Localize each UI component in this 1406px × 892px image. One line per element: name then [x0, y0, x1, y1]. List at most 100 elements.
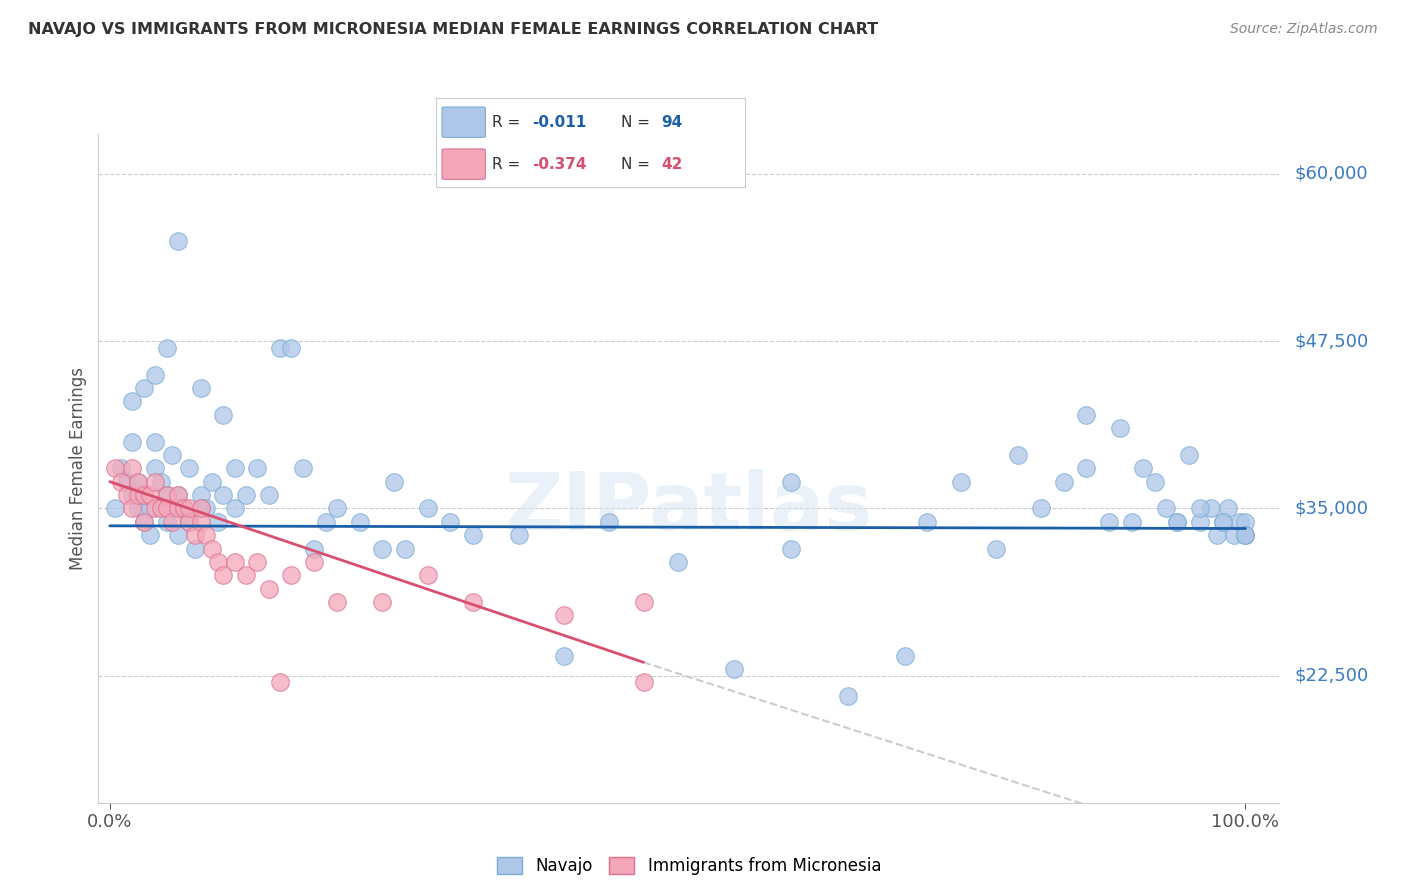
- Point: [302, 555, 325, 569]
- Point: [162, 515, 183, 529]
- Point: [598, 515, 620, 529]
- Point: [167, 488, 190, 502]
- Point: [553, 608, 575, 623]
- Point: [269, 675, 291, 690]
- Point: [224, 501, 246, 516]
- Point: [1212, 515, 1234, 529]
- Point: [257, 488, 280, 502]
- Point: [235, 488, 257, 502]
- Point: [633, 675, 655, 690]
- Point: [1234, 528, 1257, 542]
- Point: [162, 448, 183, 462]
- Point: [184, 541, 207, 556]
- Point: [115, 488, 138, 502]
- Point: [508, 528, 530, 542]
- Point: [1218, 501, 1240, 516]
- FancyBboxPatch shape: [441, 149, 485, 179]
- Point: [666, 555, 689, 569]
- Point: [917, 515, 939, 529]
- Text: NAVAJO VS IMMIGRANTS FROM MICRONESIA MEDIAN FEMALE EARNINGS CORRELATION CHART: NAVAJO VS IMMIGRANTS FROM MICRONESIA MED…: [28, 22, 879, 37]
- Point: [371, 595, 394, 609]
- Point: [224, 555, 246, 569]
- Point: [1234, 515, 1257, 529]
- Point: [1188, 501, 1211, 516]
- Point: [723, 662, 745, 676]
- Y-axis label: Median Female Earnings: Median Female Earnings: [69, 367, 87, 570]
- Point: [184, 528, 207, 542]
- Point: [224, 461, 246, 475]
- Point: [207, 515, 229, 529]
- Point: [110, 475, 132, 489]
- Point: [291, 461, 314, 475]
- Point: [143, 475, 166, 489]
- Point: [173, 501, 195, 516]
- Point: [127, 475, 149, 489]
- Point: [104, 501, 127, 516]
- Point: [179, 515, 201, 529]
- Point: [1166, 515, 1188, 529]
- Point: [780, 541, 803, 556]
- Point: [212, 488, 235, 502]
- Point: [1132, 461, 1154, 475]
- Point: [127, 501, 149, 516]
- Point: [246, 461, 269, 475]
- Point: [1029, 501, 1052, 516]
- Point: [143, 501, 166, 516]
- Text: 42: 42: [662, 157, 683, 171]
- Point: [138, 528, 160, 542]
- Point: [1212, 515, 1234, 529]
- Point: [167, 501, 190, 516]
- Point: [190, 515, 212, 529]
- Point: [207, 555, 229, 569]
- Point: [121, 488, 143, 502]
- Point: [132, 488, 155, 502]
- Point: [212, 568, 235, 582]
- Point: [1229, 515, 1251, 529]
- Point: [167, 234, 190, 248]
- Text: N =: N =: [621, 115, 655, 129]
- Point: [167, 528, 190, 542]
- Point: [132, 381, 155, 395]
- Point: [179, 461, 201, 475]
- Text: R =: R =: [492, 115, 524, 129]
- Point: [138, 488, 160, 502]
- Text: ZIPatlas: ZIPatlas: [505, 469, 873, 548]
- Point: [326, 595, 349, 609]
- Point: [1234, 528, 1257, 542]
- Point: [143, 461, 166, 475]
- Point: [179, 501, 201, 516]
- Point: [132, 515, 155, 529]
- Point: [280, 568, 302, 582]
- Point: [235, 568, 257, 582]
- Point: [382, 475, 405, 489]
- Point: [302, 541, 325, 556]
- Point: [155, 488, 177, 502]
- Point: [115, 475, 138, 489]
- Point: [326, 501, 349, 516]
- Point: [190, 501, 212, 516]
- Point: [190, 488, 212, 502]
- Text: N =: N =: [621, 157, 655, 171]
- Point: [149, 475, 172, 489]
- FancyBboxPatch shape: [441, 107, 485, 137]
- Point: [439, 515, 461, 529]
- Point: [155, 488, 177, 502]
- Legend: Navajo, Immigrants from Micronesia: Navajo, Immigrants from Micronesia: [491, 850, 887, 881]
- Point: [315, 515, 337, 529]
- Text: Source: ZipAtlas.com: Source: ZipAtlas.com: [1230, 22, 1378, 37]
- Point: [143, 368, 166, 382]
- Point: [1121, 515, 1143, 529]
- Point: [1076, 461, 1098, 475]
- Point: [780, 475, 803, 489]
- Point: [201, 475, 224, 489]
- Point: [633, 595, 655, 609]
- Point: [1206, 528, 1229, 542]
- Point: [1098, 515, 1121, 529]
- Point: [195, 501, 218, 516]
- Text: $35,000: $35,000: [1295, 500, 1369, 517]
- Point: [1188, 515, 1211, 529]
- Text: -0.011: -0.011: [531, 115, 586, 129]
- Point: [121, 501, 143, 516]
- Point: [138, 501, 160, 516]
- Point: [212, 408, 235, 422]
